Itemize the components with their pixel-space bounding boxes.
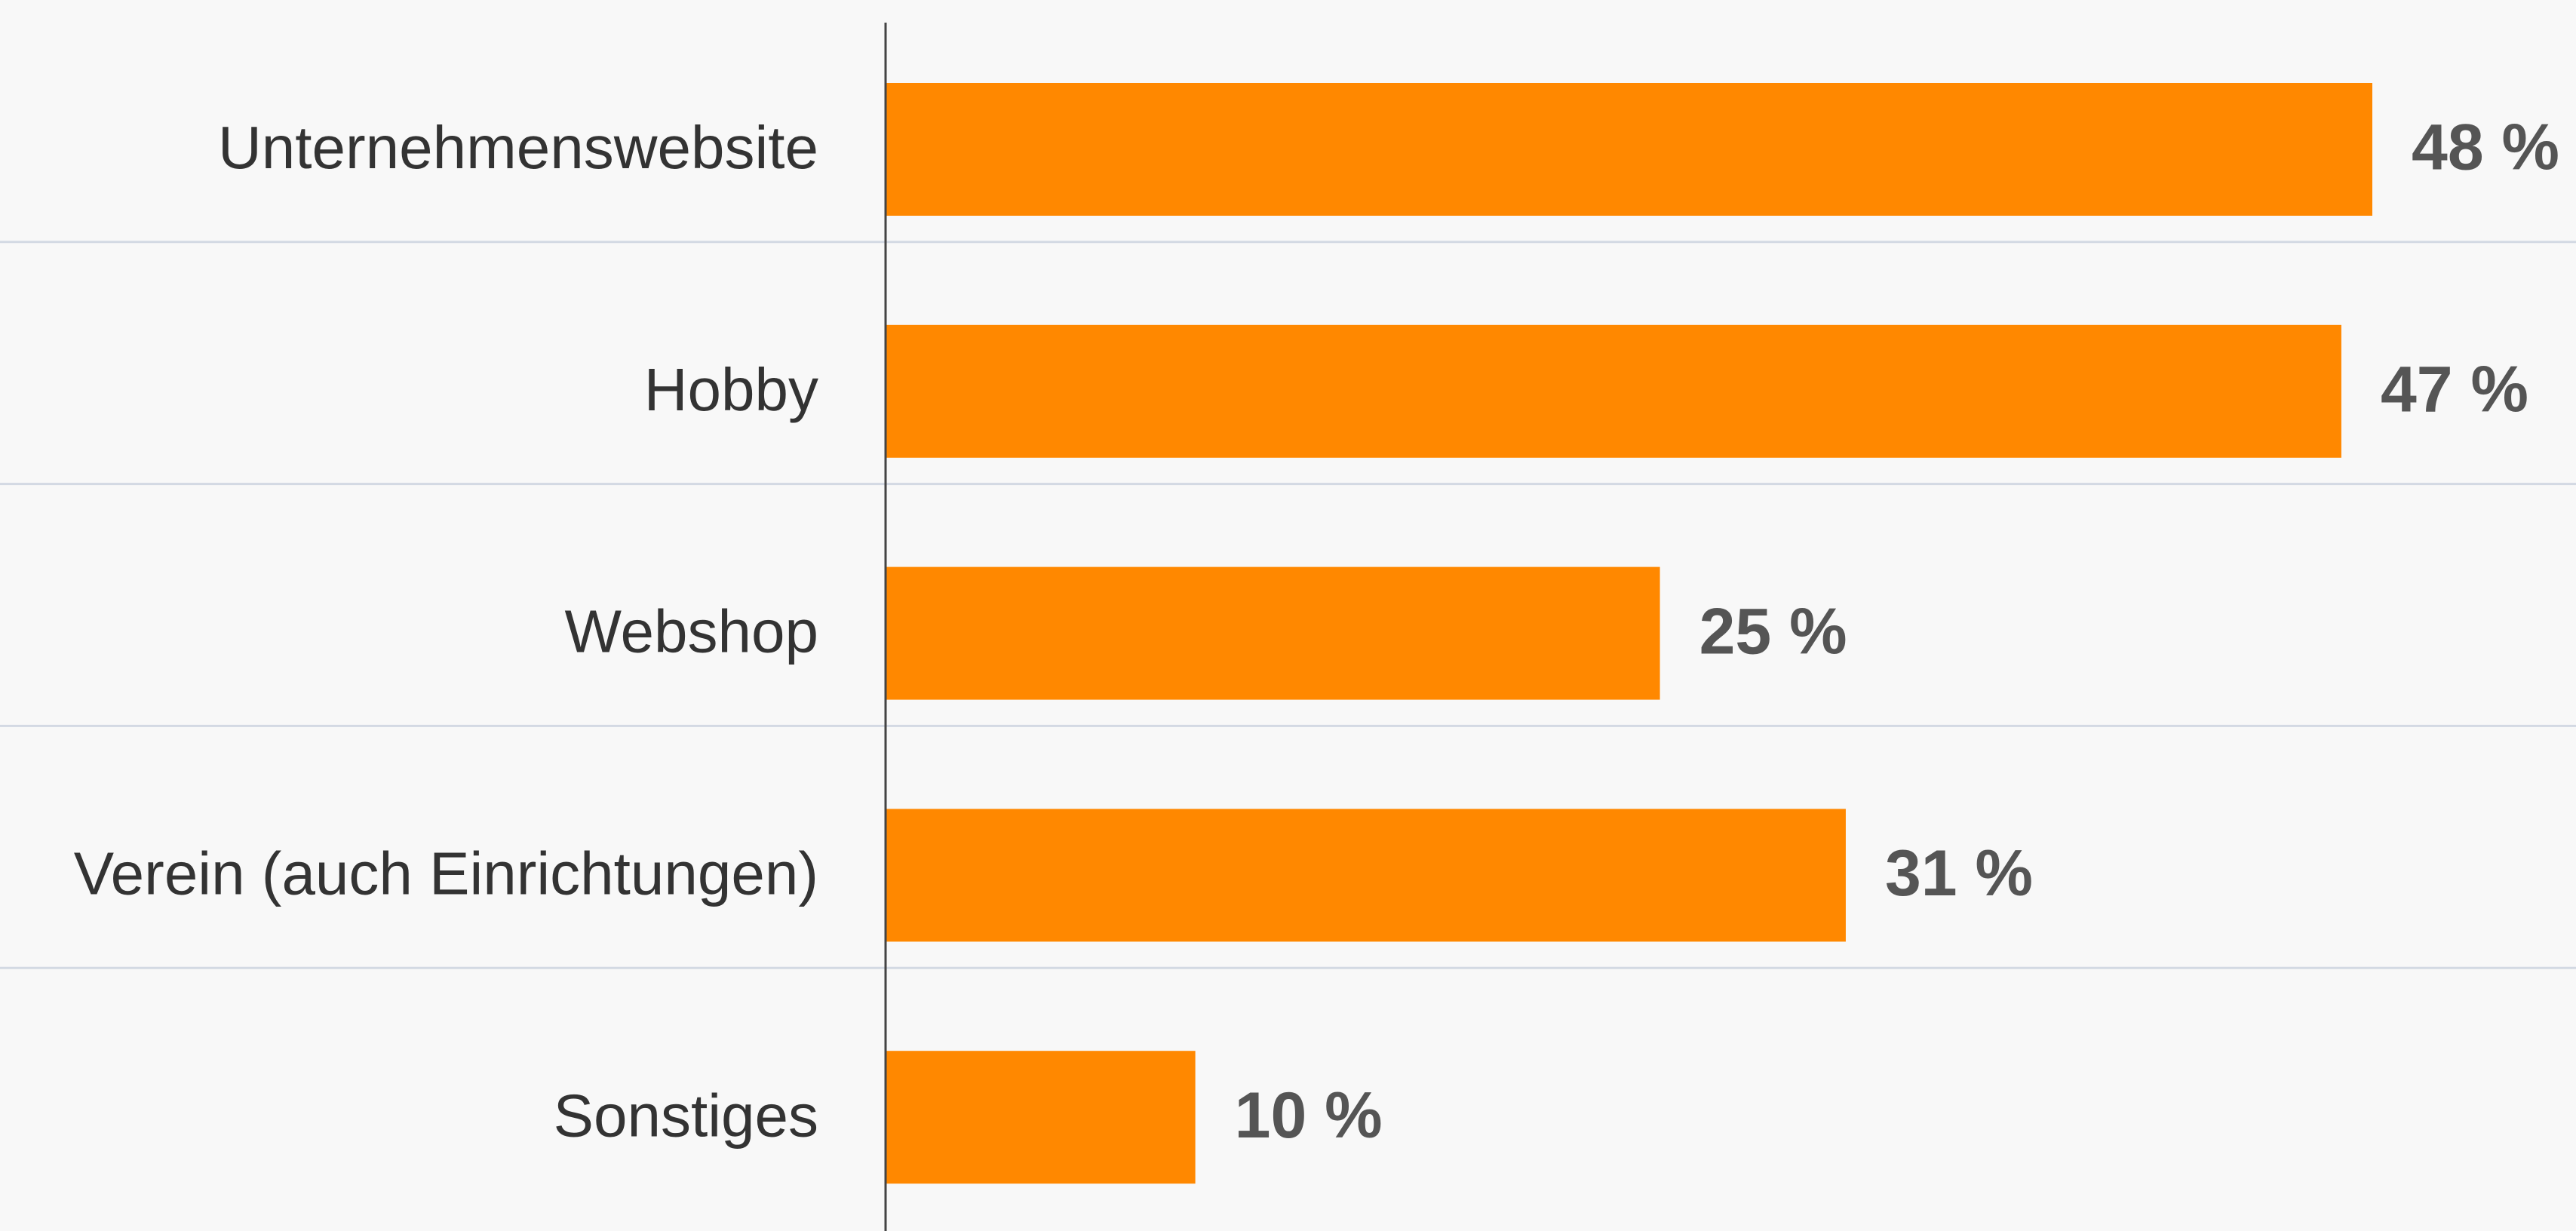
category-label: Sonstiges	[554, 1082, 818, 1149]
category-label: Verein (auch Einrichtungen)	[74, 840, 818, 907]
value-label: 31 %	[1885, 837, 2033, 910]
value-label: 10 %	[1235, 1079, 1383, 1152]
bar	[886, 809, 1846, 942]
value-label: 48 %	[2412, 112, 2559, 184]
category-label: Hobby	[644, 356, 818, 423]
bar	[886, 324, 2341, 458]
bar	[886, 1051, 1196, 1184]
bar	[886, 566, 1660, 700]
value-label: 47 %	[2381, 354, 2528, 426]
category-label: Webshop	[564, 598, 818, 665]
value-label: 25 %	[1699, 595, 1847, 668]
category-label: Unternehmenswebsite	[218, 114, 818, 181]
bar	[886, 83, 2372, 216]
